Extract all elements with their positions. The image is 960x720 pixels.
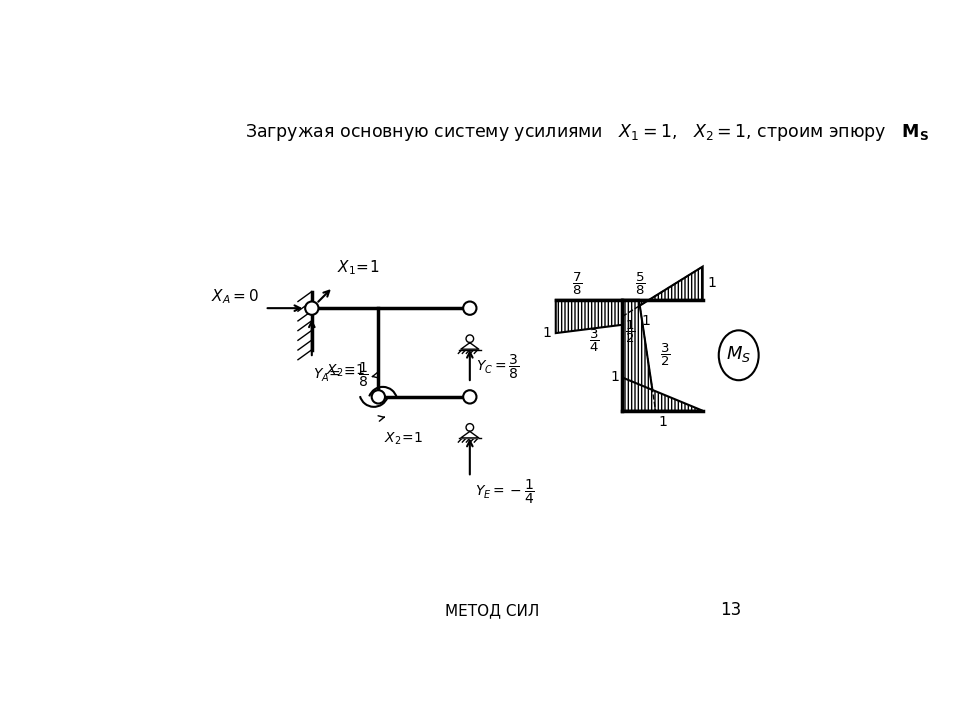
Circle shape xyxy=(463,390,476,403)
Text: МЕТОД СИЛ: МЕТОД СИЛ xyxy=(444,603,540,618)
Polygon shape xyxy=(461,431,479,438)
Text: 1: 1 xyxy=(658,415,667,429)
Circle shape xyxy=(305,302,319,315)
Circle shape xyxy=(466,335,473,343)
Circle shape xyxy=(372,390,385,403)
Polygon shape xyxy=(461,343,479,349)
Text: $\dfrac{3}{2}$: $\dfrac{3}{2}$ xyxy=(660,342,670,369)
Polygon shape xyxy=(556,300,622,333)
Text: $X_1\!=\!1$: $X_1\!=\!1$ xyxy=(337,258,380,277)
Text: 13: 13 xyxy=(720,600,741,618)
Text: $\dfrac{5}{8}$: $\dfrac{5}{8}$ xyxy=(635,271,645,297)
Text: $Y_E=-\dfrac{1}{4}$: $Y_E=-\dfrac{1}{4}$ xyxy=(475,477,536,505)
Text: 1: 1 xyxy=(542,326,551,340)
Text: $\dfrac{7}{8}$: $\dfrac{7}{8}$ xyxy=(572,271,583,297)
Text: $X_2\!=\!1$: $X_2\!=\!1$ xyxy=(384,430,422,446)
Text: Загружая основную систему усилиями   $X_1=1$,   $X_2=1$, строим эпюру   $\mathbf: Загружая основную систему усилиями $X_1=… xyxy=(246,122,929,143)
Polygon shape xyxy=(622,300,656,410)
Text: $\dfrac{3}{4}$: $\dfrac{3}{4}$ xyxy=(589,328,600,354)
Text: $X_A=0$: $X_A=0$ xyxy=(211,287,259,306)
Text: $M_S$: $M_S$ xyxy=(726,343,752,364)
Circle shape xyxy=(466,423,473,431)
Circle shape xyxy=(463,302,476,315)
Text: 1: 1 xyxy=(611,371,619,384)
Text: $X_2\!=\!1$: $X_2\!=\!1$ xyxy=(325,363,365,379)
Text: 1: 1 xyxy=(641,314,650,328)
Text: 1: 1 xyxy=(708,276,716,290)
Text: $Y_A\!=\!-\dfrac{1}{8}$: $Y_A\!=\!-\dfrac{1}{8}$ xyxy=(313,361,369,390)
Text: $Y_C=\dfrac{3}{8}$: $Y_C=\dfrac{3}{8}$ xyxy=(476,352,520,381)
Polygon shape xyxy=(622,300,649,317)
Text: $\dfrac{1}{2}$: $\dfrac{1}{2}$ xyxy=(625,319,635,345)
Polygon shape xyxy=(649,266,703,300)
Polygon shape xyxy=(622,377,703,410)
